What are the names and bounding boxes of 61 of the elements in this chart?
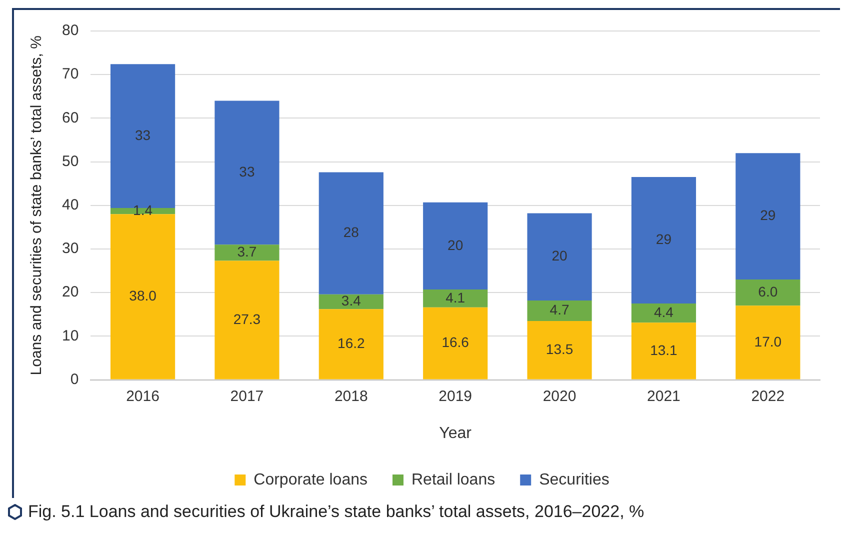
data-label: 29 bbox=[760, 207, 776, 224]
x-tick-label: 2020 bbox=[542, 388, 576, 405]
data-label: 16.2 bbox=[338, 335, 365, 352]
bar bbox=[214, 260, 280, 380]
y-tick-label: 50 bbox=[62, 152, 79, 170]
data-label: 38.0 bbox=[129, 288, 157, 304]
bar bbox=[423, 290, 488, 308]
bar bbox=[631, 304, 696, 323]
bar bbox=[214, 244, 280, 261]
data-label: 4.7 bbox=[550, 302, 570, 318]
x-tick-label: 2016 bbox=[126, 388, 160, 405]
y-tick-label: 0 bbox=[70, 370, 79, 388]
caption: Fig. 5.1 Loans and securities of Ukraine’s state banks’ total assets, 2016–2022, % bbox=[28, 502, 644, 522]
bar bbox=[214, 100, 280, 245]
bar bbox=[631, 177, 696, 304]
data-label: 16.6 bbox=[442, 334, 470, 350]
legend-label: Securities bbox=[539, 471, 610, 488]
data-label: 4.4 bbox=[654, 304, 674, 320]
data-label: 6.0 bbox=[758, 283, 778, 300]
data-label: 33 bbox=[239, 164, 255, 180]
data-label: 33 bbox=[134, 126, 151, 143]
legend-label: Corporate loans bbox=[254, 471, 368, 488]
bar bbox=[318, 294, 384, 310]
bar bbox=[110, 214, 176, 380]
x-tick-label: 2022 bbox=[751, 388, 785, 405]
bar bbox=[736, 153, 800, 280]
legend-label: Retail loans bbox=[411, 471, 496, 488]
data-label: 4.1 bbox=[446, 289, 466, 306]
data-label: 28 bbox=[343, 224, 360, 240]
data-label: 13.5 bbox=[546, 340, 574, 357]
data-label: 29 bbox=[656, 231, 672, 248]
bar bbox=[527, 213, 592, 300]
bar bbox=[527, 320, 592, 380]
x-tick-label: 2018 bbox=[334, 388, 368, 405]
data-label: 27.3 bbox=[233, 310, 261, 327]
y-tick-label: 70 bbox=[62, 66, 79, 83]
bar bbox=[423, 307, 488, 380]
bar bbox=[318, 309, 384, 380]
data-label: 3.7 bbox=[237, 244, 257, 260]
bar bbox=[736, 306, 800, 380]
bar bbox=[423, 202, 488, 290]
y-tick-label: 30 bbox=[62, 240, 79, 258]
y-tick-label: 60 bbox=[62, 109, 79, 126]
bar bbox=[527, 300, 592, 321]
bar bbox=[736, 280, 800, 306]
y-tick-label: 20 bbox=[62, 284, 79, 301]
y-tick-label: 80 bbox=[62, 22, 79, 40]
data-label: 20 bbox=[552, 248, 568, 264]
y-tick-label: 10 bbox=[62, 327, 79, 344]
x-tick-label: 2021 bbox=[647, 388, 680, 405]
x-tick-label: 2019 bbox=[438, 388, 472, 405]
bar bbox=[631, 322, 696, 380]
data-label: 3.4 bbox=[341, 292, 362, 309]
y-tick-label: 40 bbox=[62, 196, 79, 214]
data-label: 13.1 bbox=[650, 342, 678, 358]
data-label: 17.0 bbox=[754, 333, 782, 350]
bar bbox=[318, 172, 384, 294]
data-label: 20 bbox=[448, 236, 464, 253]
y-axis-title: Loans and securities of state banks’ total assets, % bbox=[28, 36, 46, 376]
x-axis-title: Year bbox=[439, 424, 472, 442]
x-tick-label: 2017 bbox=[230, 388, 264, 405]
